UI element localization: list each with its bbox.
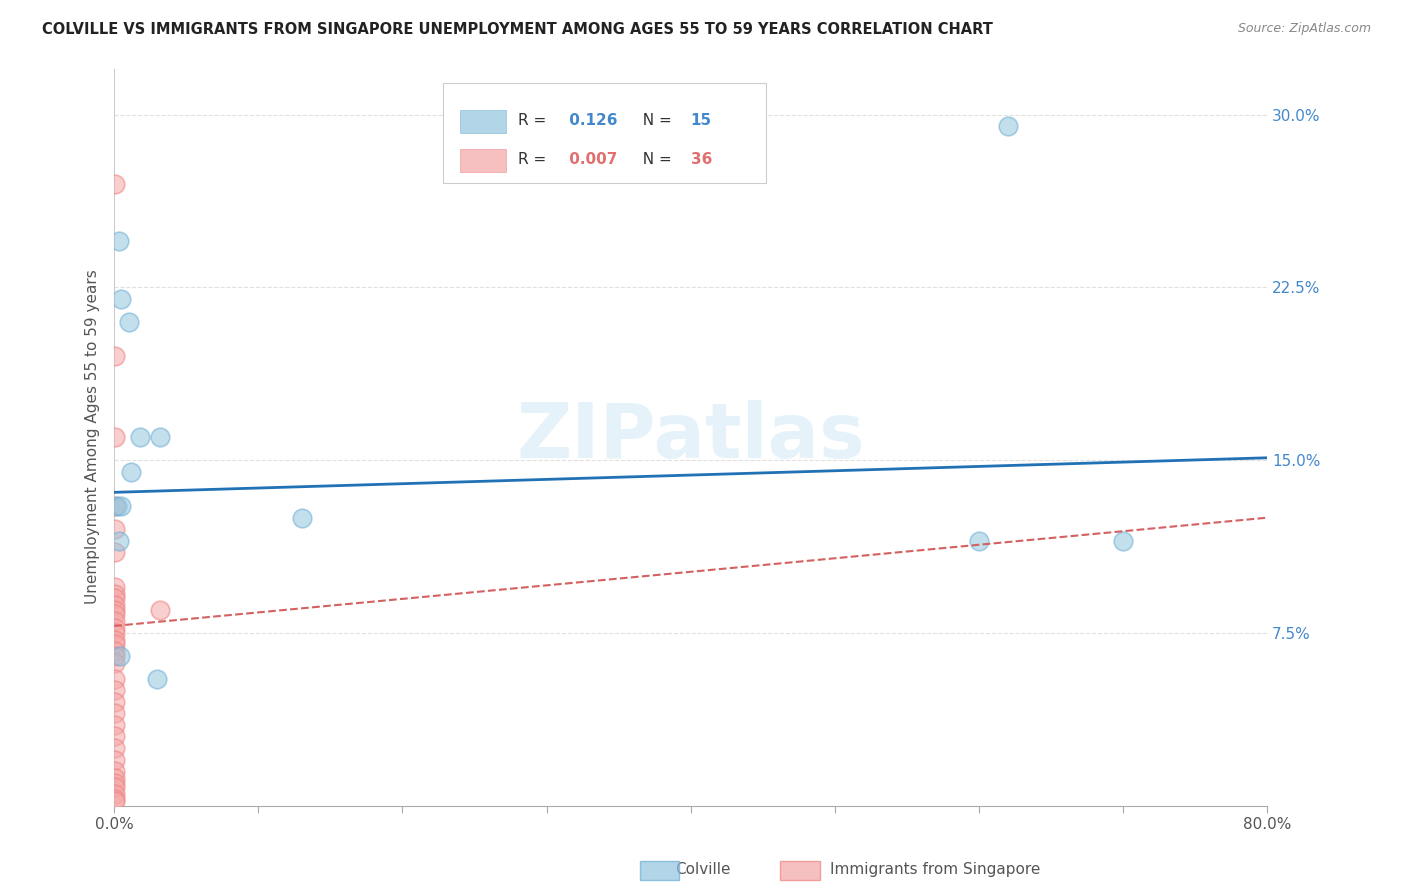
Text: 0.126: 0.126 [564, 112, 617, 128]
Point [104, 683, 127, 698]
Point [104, 621, 127, 635]
Point [129, 430, 152, 444]
Point [104, 603, 127, 617]
Point [110, 499, 132, 513]
Point [104, 591, 127, 606]
Point [110, 292, 132, 306]
Point [104, 764, 127, 778]
Point [104, 791, 127, 805]
Text: Source: ZipAtlas.com: Source: ZipAtlas.com [1237, 22, 1371, 36]
Point [121, 465, 143, 479]
Text: ZIPatlas: ZIPatlas [516, 400, 865, 474]
Point [104, 607, 127, 622]
Text: R =: R = [517, 152, 551, 167]
Point [104, 580, 127, 594]
Text: 0.007: 0.007 [564, 152, 617, 167]
Text: 36: 36 [690, 152, 711, 167]
Point [104, 499, 127, 513]
Point [104, 615, 127, 629]
Point [104, 741, 127, 756]
Text: R =: R = [517, 112, 551, 128]
Text: N =: N = [633, 112, 676, 128]
Point [104, 644, 127, 658]
Point [104, 350, 127, 364]
Point [104, 177, 127, 191]
Point [104, 545, 127, 559]
Point [104, 771, 127, 785]
Point [117, 315, 139, 329]
Point [107, 533, 129, 548]
Point [105, 499, 128, 513]
Point [149, 430, 172, 444]
Point [104, 718, 127, 732]
Point [104, 695, 127, 709]
Point [104, 522, 127, 536]
Point [108, 648, 131, 663]
Point [104, 656, 127, 670]
FancyBboxPatch shape [460, 110, 506, 134]
Point [104, 775, 127, 789]
Text: N =: N = [633, 152, 676, 167]
Text: Colville: Colville [675, 863, 730, 877]
Point [1112, 533, 1135, 548]
Point [104, 752, 127, 766]
Point [104, 794, 127, 808]
Point [104, 787, 127, 801]
Point [104, 625, 127, 640]
Point [104, 780, 127, 794]
Point [104, 598, 127, 612]
Point [104, 430, 127, 444]
Text: COLVILLE VS IMMIGRANTS FROM SINGAPORE UNEMPLOYMENT AMONG AGES 55 TO 59 YEARS COR: COLVILLE VS IMMIGRANTS FROM SINGAPORE UN… [42, 22, 993, 37]
Point [104, 672, 127, 686]
Y-axis label: Unemployment Among Ages 55 to 59 years: Unemployment Among Ages 55 to 59 years [86, 269, 100, 605]
Point [104, 730, 127, 744]
FancyBboxPatch shape [460, 149, 506, 172]
FancyBboxPatch shape [443, 83, 766, 183]
Text: Immigrants from Singapore: Immigrants from Singapore [830, 863, 1040, 877]
Point [146, 672, 169, 686]
Text: 15: 15 [690, 112, 711, 128]
Point [107, 234, 129, 248]
Point [967, 533, 990, 548]
Point [290, 510, 312, 524]
Point [104, 648, 127, 663]
Point [997, 119, 1019, 133]
Point [104, 632, 127, 647]
Point [149, 603, 172, 617]
Point [104, 637, 127, 651]
Point [104, 587, 127, 601]
Point [104, 706, 127, 721]
